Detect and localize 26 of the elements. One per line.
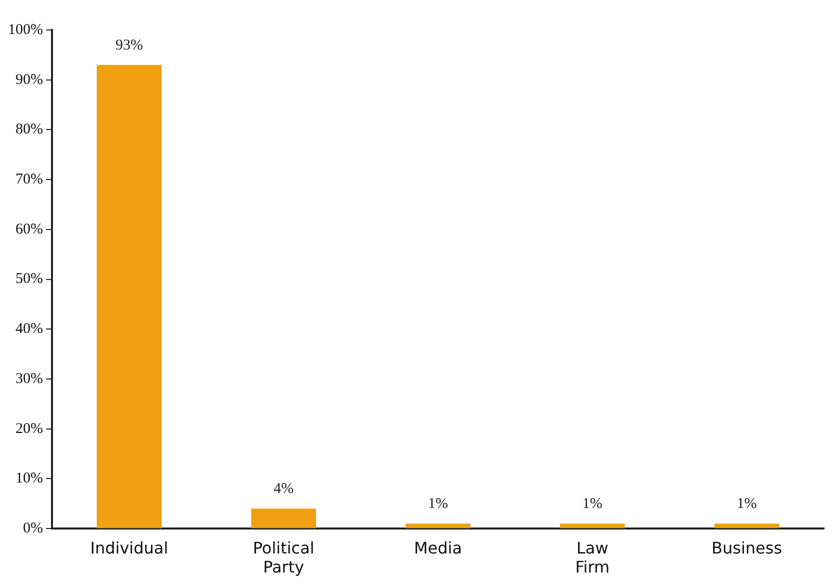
y-tick-label: 100%	[8, 22, 43, 38]
y-tick-label: 30%	[15, 370, 43, 387]
data-label: 1%	[736, 496, 757, 512]
bar	[251, 508, 316, 528]
data-label: 1%	[428, 496, 448, 512]
y-tick-label: 20%	[15, 420, 43, 437]
y-tick-label: 90%	[15, 72, 43, 88]
data-label: 4%	[274, 481, 294, 498]
bar	[560, 524, 625, 528]
bar	[714, 524, 780, 528]
x-tick-label: Media	[414, 538, 462, 558]
y-tick-label: 0%	[22, 520, 43, 537]
x-tick-label: Business	[712, 538, 782, 558]
bar	[96, 64, 162, 528]
y-tick-label: 70%	[15, 172, 43, 188]
x-tick-label: Political Party	[252, 538, 314, 577]
y-tick-label: 80%	[15, 122, 43, 138]
y-tick-label: 10%	[15, 470, 43, 487]
data-label: 1%	[582, 496, 602, 512]
data-label: 93%	[115, 37, 143, 54]
y-tick-label: 40%	[15, 321, 43, 338]
x-tick-label: Individual	[90, 538, 168, 558]
x-tick-label: Law Firm	[575, 538, 610, 577]
y-tick-label: 60%	[15, 221, 43, 238]
y-tick-label: 50%	[15, 271, 43, 288]
bar	[406, 524, 470, 528]
